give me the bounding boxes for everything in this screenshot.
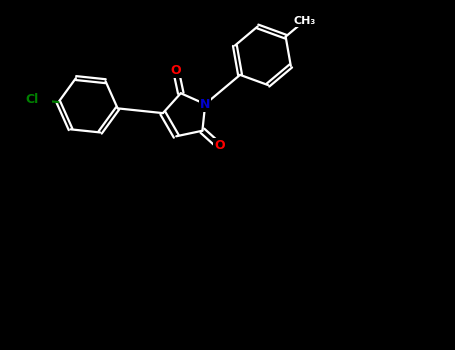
Text: CH₃: CH₃ [293,16,315,26]
Text: O: O [214,139,225,153]
Text: O: O [171,64,182,77]
Text: N: N [200,98,210,111]
Text: Cl: Cl [26,93,39,106]
